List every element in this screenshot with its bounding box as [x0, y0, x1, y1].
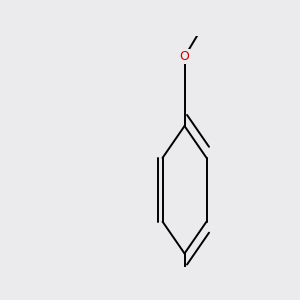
Text: O: O — [180, 50, 190, 63]
